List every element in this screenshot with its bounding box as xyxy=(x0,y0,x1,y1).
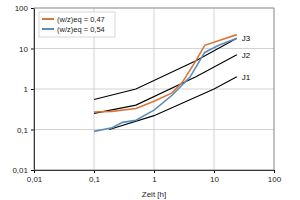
limit-labels: J3 J2 J1 xyxy=(242,34,251,82)
chart: 0,01 0,1 1 10 100 0,01 0,1 1 10 100 Zeit [h] J3 J2 J1… xyxy=(0,0,300,200)
limit-label: J2 xyxy=(242,51,251,60)
limit-label: J3 xyxy=(242,34,251,43)
plot-background xyxy=(34,8,274,170)
y-tick: 1 xyxy=(24,85,34,94)
x-tick: 10 xyxy=(210,170,219,184)
x-tick: 0,1 xyxy=(89,170,101,184)
legend-swatch xyxy=(42,28,54,30)
plot-frame xyxy=(34,8,274,170)
x-axis-title: Zeit [h] xyxy=(142,190,166,199)
x-tick-label: 100 xyxy=(268,175,282,184)
x-tick-label: 0,01 xyxy=(27,175,43,184)
y-tick-label: 1 xyxy=(24,85,29,94)
y-grid-line xyxy=(34,48,274,49)
x-tick-mark xyxy=(274,170,275,173)
x-tick-mark xyxy=(154,170,155,173)
legend-swatch xyxy=(42,18,54,20)
x-axis: 0,01 0,1 1 10 100 xyxy=(27,170,282,184)
x-tick: 100 xyxy=(268,170,282,184)
limit-line xyxy=(94,55,237,114)
y-tick-label: 10 xyxy=(19,45,28,54)
legend-label: (w/z)eq = 0,54 xyxy=(57,25,105,34)
y-tick: 100 xyxy=(15,4,34,13)
y-tick-mark xyxy=(31,49,34,50)
y-tick-mark xyxy=(31,8,34,9)
legend-box xyxy=(39,12,115,37)
y-tick-mark xyxy=(31,89,34,90)
x-tick-label: 1 xyxy=(152,175,157,184)
grid xyxy=(34,8,274,170)
y-grid-line xyxy=(34,89,274,90)
x-tick: 0,01 xyxy=(27,170,43,184)
x-tick: 1 xyxy=(152,170,157,184)
legend-label: (w/z)eq = 0,47 xyxy=(57,15,105,24)
y-tick-label: 100 xyxy=(15,4,29,13)
y-tick-mark xyxy=(31,170,34,171)
legend: (w/z)eq = 0,47(w/z)eq = 0,54 xyxy=(39,12,115,37)
x-axis-line xyxy=(35,171,275,174)
y-tick: 10 xyxy=(19,45,34,54)
plot-marks xyxy=(94,35,237,132)
x-tick-mark xyxy=(94,170,95,173)
x-tick-label: 0,1 xyxy=(89,175,101,184)
y-tick-label: 0,1 xyxy=(17,126,29,135)
limit-label: J1 xyxy=(242,73,251,82)
y-axis: 0,01 0,1 1 10 100 xyxy=(12,4,34,175)
y-grid-line xyxy=(34,129,274,130)
y-tick-label: 0,01 xyxy=(12,166,28,175)
y-tick: 0,1 xyxy=(17,126,34,135)
y-tick: 0,01 xyxy=(12,166,34,175)
x-tick-mark xyxy=(214,170,215,173)
x-tick-label: 10 xyxy=(210,175,219,184)
y-tick-mark xyxy=(31,130,34,131)
series-line xyxy=(94,38,237,131)
